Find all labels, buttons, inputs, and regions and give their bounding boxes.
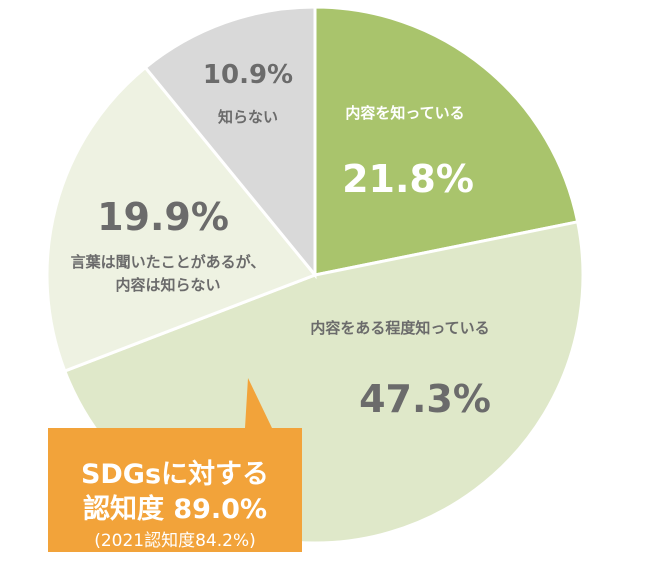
slice-value-heard-only: 19.9% xyxy=(97,195,229,239)
pie-slice-dont-know xyxy=(143,5,317,280)
slice-label-dont-know: 知らない xyxy=(218,108,278,126)
slice-value-know-content: 21.8% xyxy=(342,157,474,201)
slice-label-heard-only: 言葉は聞いたことがあるが、 xyxy=(71,253,266,271)
pie-slice-know-content xyxy=(313,5,580,277)
slice-label-know-content: 内容を知っている xyxy=(345,104,464,122)
awareness-callout-box xyxy=(48,378,302,552)
slice-value-know-somewhat: 47.3% xyxy=(359,377,491,421)
pie-slice-heard-only xyxy=(45,65,318,373)
slice-label-heard-only-line2: 内容は知らない xyxy=(115,276,220,294)
slice-value-dont-know: 10.9% xyxy=(203,60,293,90)
slice-label-know-somewhat: 内容をある程度知っている xyxy=(310,319,489,337)
